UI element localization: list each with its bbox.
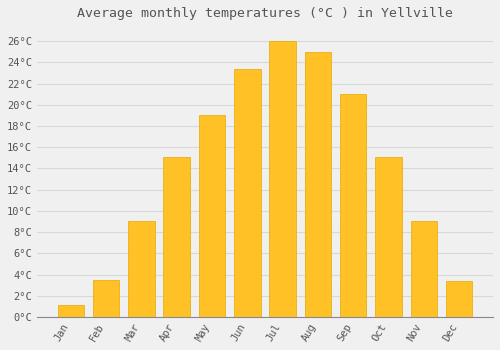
Bar <box>234 69 260 317</box>
Bar <box>198 116 225 317</box>
Bar <box>446 281 472 317</box>
Bar <box>375 157 402 317</box>
Bar <box>164 157 190 317</box>
Title: Average monthly temperatures (°C ) in Yellville: Average monthly temperatures (°C ) in Ye… <box>77 7 453 20</box>
Bar <box>93 280 120 317</box>
Bar <box>340 94 366 317</box>
Bar <box>410 222 437 317</box>
Bar <box>270 41 296 317</box>
Bar <box>304 52 331 317</box>
Bar <box>128 222 154 317</box>
Bar <box>58 305 84 317</box>
